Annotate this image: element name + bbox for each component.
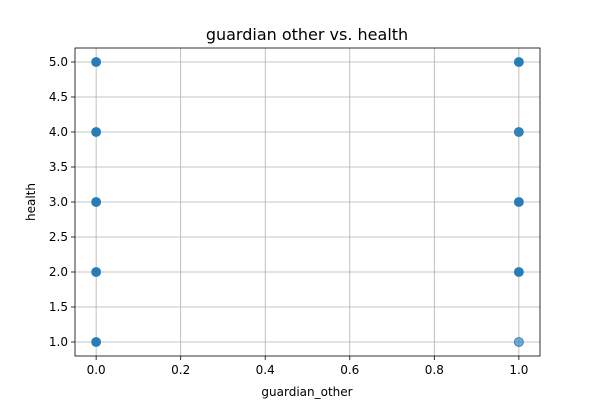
data-points	[91, 57, 524, 347]
data-point	[91, 197, 102, 207]
y-tick-label: 1.5	[49, 300, 68, 314]
y-tick-label: 4.5	[49, 90, 68, 104]
x-tick-label: 0.4	[256, 363, 275, 377]
x-axis-label: guardian_other	[261, 385, 352, 399]
data-point	[513, 197, 524, 207]
y-axis-ticks: 1.0 1.5 2.0 2.5 3.0 3.5 4.0 4.5 5.0	[49, 55, 75, 349]
grid-lines	[75, 48, 540, 356]
y-tick-label: 3.5	[49, 160, 68, 174]
x-tick-label: 0.6	[340, 363, 359, 377]
data-point	[513, 267, 524, 277]
data-point	[91, 57, 102, 67]
data-point	[513, 127, 524, 137]
y-tick-label: 1.0	[49, 335, 68, 349]
y-tick-label: 3.0	[49, 195, 68, 209]
y-tick-label: 2.0	[49, 265, 68, 279]
chart-title: guardian other vs. health	[206, 25, 408, 44]
data-point	[91, 127, 102, 137]
y-axis-label: health	[24, 183, 38, 221]
y-tick-label: 4.0	[49, 125, 68, 139]
y-tick-label: 5.0	[49, 55, 68, 69]
x-tick-label: 1.0	[509, 363, 528, 377]
data-point	[91, 267, 102, 277]
data-point	[91, 337, 102, 347]
x-tick-label: 0.2	[171, 363, 190, 377]
data-point	[513, 337, 524, 347]
x-axis-ticks: 0.0 0.2 0.4 0.6 0.8 1.0	[87, 356, 528, 377]
data-point	[513, 57, 524, 67]
x-tick-label: 0.8	[425, 363, 444, 377]
y-tick-label: 2.5	[49, 230, 68, 244]
x-tick-label: 0.0	[87, 363, 106, 377]
